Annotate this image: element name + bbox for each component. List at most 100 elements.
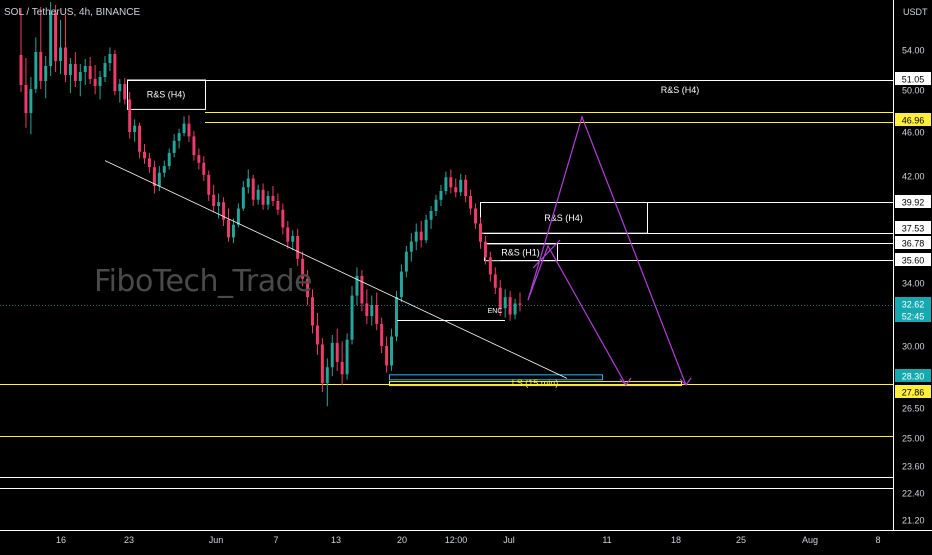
candle-body [488,257,492,275]
candle-body [395,297,398,337]
candle-body [93,79,97,86]
candle-body [464,179,468,196]
candle-body [291,235,295,242]
candle-body [345,339,349,375]
time-tick-label: 25 [736,535,746,545]
price-tick-label: 26.50 [902,404,925,414]
candle-body [103,63,107,77]
candle-body [39,52,43,81]
candle-body [454,187,458,193]
time-tick-label: Jun [209,535,224,545]
candle-body [152,167,156,186]
candle-body [390,336,394,366]
candle-body [29,89,33,114]
price-axis-bg [893,0,932,550]
candle-body [266,196,270,205]
price-tag-label: 27.86 [902,388,925,398]
time-tick-label: 8 [875,535,880,545]
candle-body [54,12,58,61]
candle-body [217,202,221,206]
candle-body [325,367,329,384]
candle-body [355,275,359,296]
candle-body [474,208,478,224]
time-tick-label: 12:00 [445,535,468,545]
time-tick-label: 7 [273,535,278,545]
candle-body [73,64,77,81]
time-tick-label: Jul [503,535,515,545]
price-tag [895,221,931,234]
price-tag-label: 52:45 [902,312,925,322]
candle-body [246,178,250,188]
candle-body [187,123,191,137]
price-tag-label: 35.60 [902,256,925,266]
candle-body [207,174,211,195]
candle-body [167,152,171,167]
candle-body [424,219,428,241]
candle-body [147,158,151,168]
candle-body [409,241,413,252]
candle-body [231,224,235,238]
candle-body [98,77,102,86]
candle-body [212,194,216,206]
price-tick-label: 54.00 [902,46,925,56]
candle-body [429,211,433,220]
candle-body [449,177,453,188]
projection-path [527,244,627,386]
price-tick-label: 50.00 [902,86,925,96]
candle-body [365,303,369,317]
candle-body [311,297,314,326]
candle-body [63,47,67,75]
time-tick-label: Aug [802,535,818,545]
zone-box [127,79,206,110]
candle-body [222,202,226,220]
annotation-label: R&S (H4) [661,85,700,95]
candle-body [256,189,260,200]
price-tag [895,369,931,382]
price-tag [895,309,931,322]
candle-body [419,231,423,241]
candle-body [34,52,38,89]
candle-body [19,55,23,85]
watermark: FiboTech_Trade [94,264,313,299]
projection-arrowhead [619,377,632,386]
candle-body [404,251,408,272]
candle-body [320,344,324,384]
candle-body [380,323,384,346]
time-axis[interactable]: 16 23 Jun 7 13 20 12:00 Jul 11 18 25 Aug 8 [0,530,932,546]
price-tag [895,297,931,310]
time-tick-label: 18 [671,535,681,545]
zone-label: R&S (H4) [544,213,583,223]
candle-body [444,177,448,191]
price-axis[interactable]: 54.0050.0046.0042.0038.0034.0030.0026.50… [893,0,932,550]
candle-body [251,178,255,200]
candle-body [133,125,137,132]
projection-path [527,115,687,386]
price-tag-label: 46.96 [902,116,925,126]
candle-body [518,303,522,305]
zone-box [389,381,682,387]
price-tag [895,385,931,398]
candle-body [360,275,364,304]
price-tick-label: 23.60 [902,462,925,472]
price-tick-label: 46.00 [902,128,925,138]
candle-body [459,179,463,193]
candle-body [128,99,132,132]
candle-body [385,346,389,366]
candle-body [340,361,344,375]
candle-body [301,258,305,279]
candle-body [143,151,146,159]
symbol-title[interactable]: SOL / TetherUS, 4h, BINANCE [4,7,141,18]
price-tag-label: 51.05 [902,75,925,85]
price-tag-label: 28.30 [902,372,925,382]
candle-body [192,136,196,156]
currency-unit: USDT [903,7,928,17]
price-tag [895,236,931,249]
candle-body [414,231,418,242]
candle-body [434,199,438,211]
candle-body [118,84,122,92]
candle-body [315,325,319,345]
candle-body [399,271,403,298]
candle-body [78,72,82,81]
